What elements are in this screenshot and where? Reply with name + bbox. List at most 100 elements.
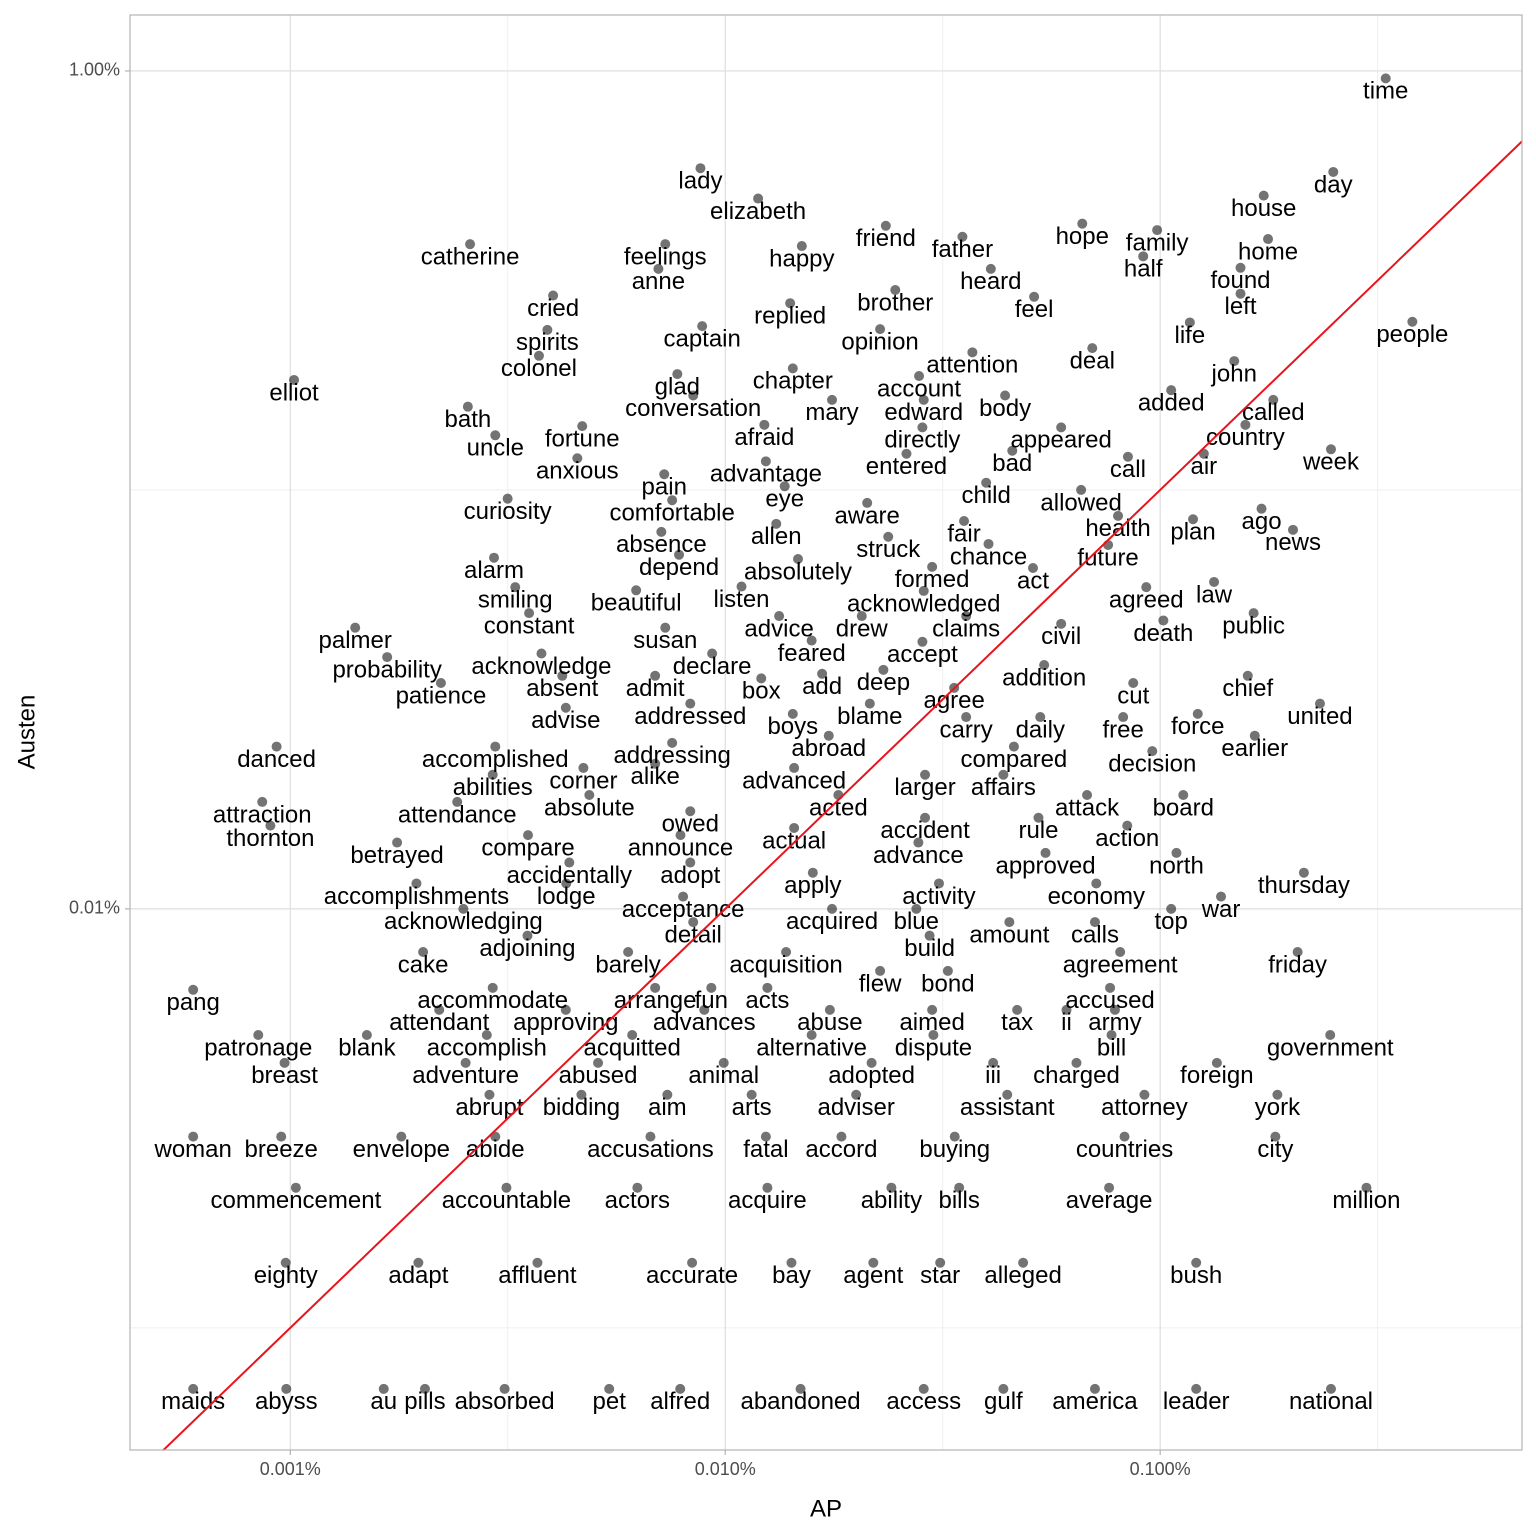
point-label: dispute	[895, 1034, 972, 1061]
point-label: abused	[559, 1062, 638, 1089]
point-label: alarm	[464, 557, 524, 584]
point-label: plan	[1170, 519, 1215, 546]
point	[434, 1004, 445, 1015]
point-label: york	[1255, 1094, 1301, 1121]
grid	[130, 15, 1522, 1450]
axes: 0.001% 0.010% 0.100% 0.01% 1.00%	[69, 60, 1191, 1479]
point	[1141, 582, 1152, 593]
point	[1105, 982, 1116, 993]
point-label: lady	[678, 168, 722, 195]
point-label: opinion	[841, 328, 918, 355]
point-label: claims	[932, 615, 1000, 642]
point-label: announce	[628, 834, 733, 861]
point-label: flew	[859, 970, 902, 997]
point-label: family	[1126, 229, 1189, 256]
point-label: top	[1155, 908, 1188, 935]
x-tick-label: 0.001%	[260, 1459, 321, 1479]
point-label: affluent	[498, 1262, 577, 1289]
point-label: public	[1222, 612, 1285, 639]
point-label: adjoining	[479, 935, 575, 962]
point	[623, 946, 634, 957]
point-label: smiling	[478, 586, 553, 613]
point	[392, 837, 403, 848]
point	[660, 239, 671, 250]
point	[901, 448, 912, 459]
point	[536, 648, 547, 659]
point	[890, 285, 901, 296]
point	[524, 608, 535, 619]
point	[653, 263, 664, 274]
point	[823, 730, 834, 741]
x-axis-title: AP	[810, 1495, 842, 1522]
point	[796, 241, 807, 252]
point-label: feared	[778, 640, 846, 667]
point-label: eighty	[254, 1262, 318, 1289]
point-label: breeze	[245, 1136, 318, 1163]
point	[1115, 946, 1126, 957]
point-label: acquisition	[729, 951, 842, 978]
point	[548, 290, 559, 301]
point	[1077, 218, 1088, 229]
point-label: gulf	[984, 1388, 1023, 1415]
point	[1192, 708, 1203, 719]
point	[1039, 660, 1050, 671]
point	[1256, 503, 1267, 514]
point	[1268, 394, 1279, 405]
point	[1407, 316, 1418, 327]
point	[290, 1182, 301, 1193]
point	[806, 635, 817, 646]
point-label: declare	[673, 653, 752, 680]
point-label: countries	[1076, 1136, 1173, 1163]
point-label: cake	[398, 951, 449, 978]
point-label: aim	[648, 1094, 687, 1121]
point-label: united	[1287, 703, 1352, 730]
point	[572, 453, 583, 464]
point-label: death	[1133, 620, 1193, 647]
point	[927, 1004, 938, 1015]
point	[1040, 847, 1051, 858]
point	[660, 622, 671, 633]
point-label: compared	[961, 746, 1068, 773]
point-label: directly	[884, 427, 960, 454]
point-label: john	[1211, 360, 1257, 387]
point-label: america	[1052, 1388, 1138, 1415]
point	[920, 812, 931, 823]
point	[662, 1089, 673, 1100]
point	[756, 673, 767, 684]
point	[675, 830, 686, 841]
point-label: economy	[1048, 883, 1145, 910]
point-label: fatal	[743, 1136, 788, 1163]
point-label: conversation	[625, 395, 761, 422]
point-label: iii	[985, 1062, 1001, 1089]
point-label: thursday	[1258, 872, 1350, 899]
point-label: leader	[1163, 1388, 1230, 1415]
point-label: elizabeth	[710, 198, 806, 225]
point	[807, 867, 818, 878]
point	[1012, 1004, 1023, 1015]
point-label: replied	[754, 303, 826, 330]
point	[718, 1057, 729, 1068]
point	[920, 769, 931, 780]
point-label: absolute	[544, 794, 635, 821]
point	[1018, 1257, 1029, 1268]
point	[490, 741, 501, 752]
point-label: approved	[995, 852, 1095, 879]
point	[1235, 288, 1246, 299]
point	[957, 231, 968, 242]
point	[935, 1257, 946, 1268]
point-label: animal	[688, 1062, 759, 1089]
point	[1242, 670, 1253, 681]
point-label: rule	[1018, 817, 1058, 844]
point	[645, 1131, 656, 1142]
point-label: assistant	[960, 1094, 1055, 1121]
point-label: beautiful	[591, 590, 682, 617]
point-label: add	[802, 673, 842, 700]
point-label: time	[1363, 78, 1408, 105]
point-label: advances	[653, 1009, 756, 1036]
point	[411, 878, 422, 889]
point	[787, 363, 798, 374]
point	[1061, 1004, 1072, 1015]
point	[276, 1131, 287, 1142]
point-label: accountable	[442, 1187, 571, 1214]
point-label: access	[886, 1388, 961, 1415]
